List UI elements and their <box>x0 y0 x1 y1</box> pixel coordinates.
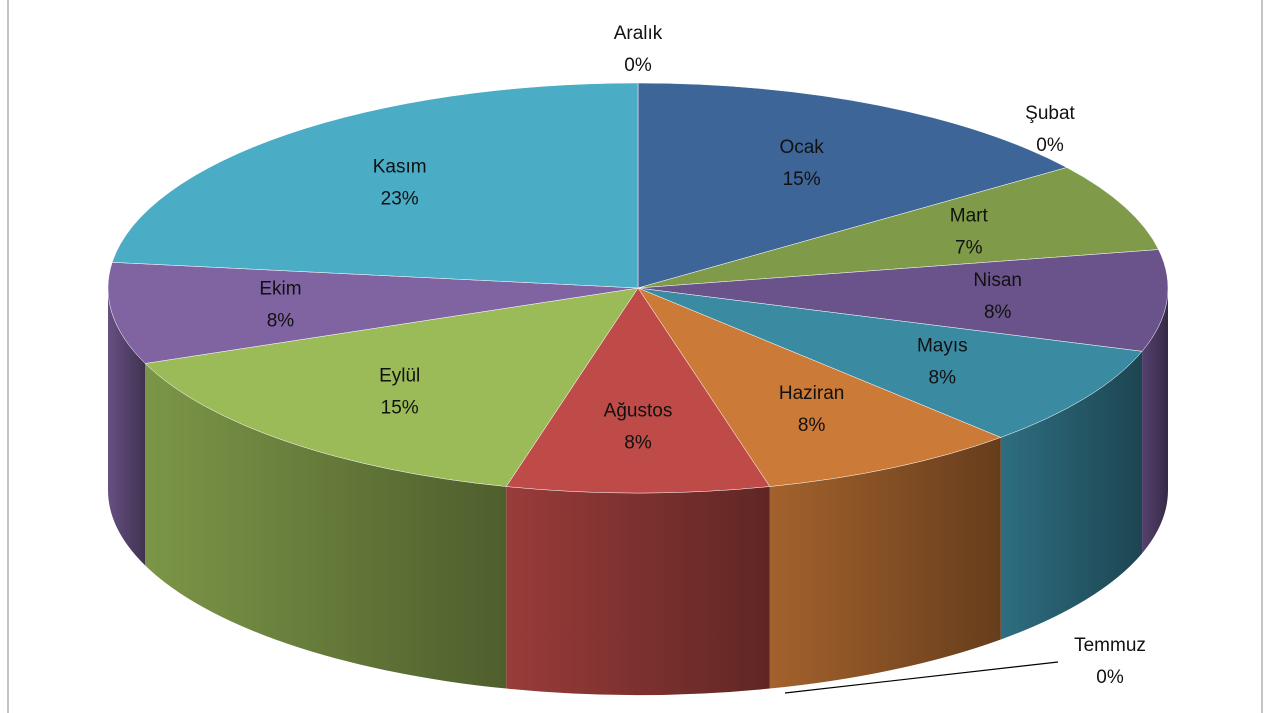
slice-side <box>108 288 146 566</box>
slice-label-name: Nisan <box>973 270 1022 291</box>
slice <box>637 287 1002 487</box>
slice-label-value: 8% <box>267 310 295 331</box>
slice <box>111 82 639 289</box>
slice <box>637 287 1143 438</box>
slice-label-name: Kasım <box>373 156 427 177</box>
slice <box>637 167 1159 289</box>
leader-line <box>784 661 1059 694</box>
slice-label-value: 8% <box>984 302 1012 323</box>
slice-label-name: Ocak <box>779 137 824 158</box>
slice <box>637 82 1068 289</box>
slice-label-value: 0% <box>1036 135 1064 156</box>
slice-label-value: 0% <box>624 55 652 76</box>
slice-side <box>1142 288 1168 554</box>
slice-label-value: 8% <box>624 432 652 453</box>
slice-side <box>145 363 507 689</box>
slice-label-name: Şubat <box>1025 103 1075 124</box>
slice-side <box>769 437 1001 689</box>
slice <box>505 287 771 494</box>
slice-label-name: Eylül <box>379 366 420 387</box>
slice-label-value: 23% <box>381 188 419 209</box>
slice <box>637 249 1169 352</box>
slice-label-name: Ekim <box>259 278 301 299</box>
slice-label-value: 7% <box>955 238 983 259</box>
slice-label-name: Mart <box>950 206 989 227</box>
slice-label-name: Haziran <box>779 383 844 404</box>
slice-label-value: 0% <box>1096 667 1124 688</box>
slice-label-name: Temmuz <box>1074 635 1146 656</box>
slice <box>144 287 639 487</box>
slice-label-name: Aralık <box>614 23 663 44</box>
slice-label-name: Mayıs <box>917 336 968 357</box>
slice-label-name: Ağustos <box>604 400 673 421</box>
slice-side <box>506 486 770 695</box>
slice-label-value: 8% <box>929 368 957 389</box>
slice <box>107 262 639 364</box>
slice-label-value: 8% <box>798 415 826 436</box>
slice-label-value: 15% <box>783 169 821 190</box>
slice-label-value: 15% <box>381 398 419 419</box>
